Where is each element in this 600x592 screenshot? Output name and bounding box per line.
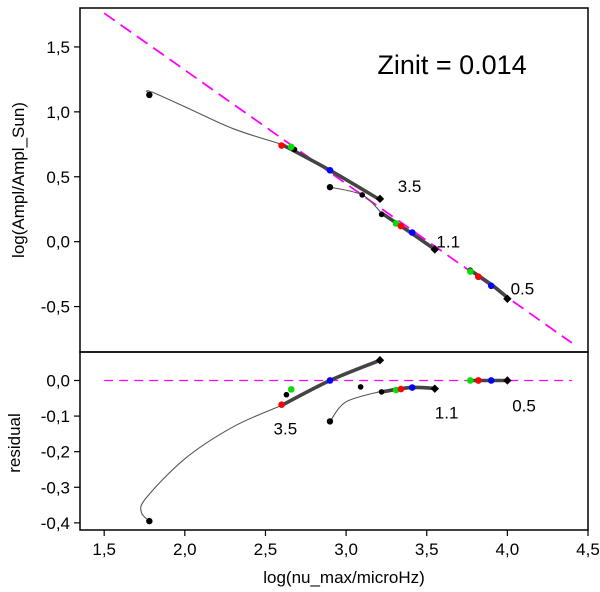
x-tick-label: 4,0 <box>496 540 520 559</box>
top-y-tick-label: 1,0 <box>46 103 70 122</box>
top-track-3-5-end-dot <box>146 91 153 99</box>
top-track-1-1-blue-point <box>408 229 416 236</box>
top-track-3-5-green-point <box>287 143 295 151</box>
top-track-1-1-thick-line <box>379 211 437 252</box>
bottom-y-tick-label: -0,1 <box>41 407 70 426</box>
top-track-1-1-green-point <box>392 220 400 227</box>
bottom-y-axis-label: residual <box>5 413 24 473</box>
x-tick-label: 2,0 <box>173 540 197 559</box>
bottom-track-0-5-start-diamond <box>503 376 512 385</box>
bottom-track-0-5-red-point <box>475 377 482 384</box>
top-track-0-5-green-point <box>466 268 474 275</box>
top-y-tick-label: 0,0 <box>46 233 70 252</box>
bottom-y-tick-label: -0,3 <box>41 478 70 497</box>
bottom-track-1-1-thin-line <box>329 390 382 422</box>
bottom-track-1-1-label: 1.1 <box>435 404 459 423</box>
bottom-y-tick-label: -0,4 <box>41 514 70 533</box>
bottom-track-3-5-label: 3.5 <box>274 420 298 439</box>
top-y-axis-label: log(Ampl/Ampl_Sun) <box>9 102 28 258</box>
x-tick-label: 1,5 <box>92 540 116 559</box>
bottom-track-0-5-blue-point <box>487 377 495 384</box>
x-axis-label: log(nu_max/microHz) <box>263 568 425 587</box>
x-tick-label: 4,5 <box>576 540 600 559</box>
x-tick-label: 3,0 <box>334 540 358 559</box>
zinit-annotation: Zinit = 0.014 <box>377 50 526 80</box>
top-track-0-5-start-diamond <box>503 294 512 303</box>
bottom-track-0-5-label: 0.5 <box>512 396 536 415</box>
bottom-track-1-1-blue-point <box>408 384 416 391</box>
bottom-y-tick-label: -0,2 <box>41 443 70 462</box>
bottom-track-3-5-start-diamond <box>375 355 385 365</box>
top-track-0-5-red-point <box>475 273 482 281</box>
top-reference-line <box>103 12 573 344</box>
bottom-track-3-5-red-point <box>278 401 285 408</box>
bottom-track-0-5-green-point <box>466 377 474 384</box>
top-track-3-5-blue-point <box>326 166 334 174</box>
top-y-tick-label: -0,5 <box>41 298 70 317</box>
top-track-0-5-blue-point <box>487 282 495 290</box>
top-track-1-1-black-point <box>359 192 366 198</box>
top-track-1-1-end-dot <box>326 183 334 191</box>
bottom-track-3-5-thin-line <box>140 404 282 522</box>
bottom-panel: 0,0 -0,1 -0,2 -0,3 -0,4 3.5 1.1 0.5 <box>41 351 589 533</box>
bottom-track-1-1-red-point <box>397 385 405 393</box>
top-track-1-1-red-point <box>397 222 405 230</box>
top-track-1-1-label: 1.1 <box>436 233 460 252</box>
bottom-track-3-5-green-point <box>287 386 295 393</box>
x-tick-label: 2,5 <box>254 540 278 559</box>
top-track-1-1-black-point <box>378 211 385 218</box>
top-panel: 1,5 1,0 0,5 0,0 -0,5 3.5 1.1 0.5 <box>41 7 589 353</box>
top-track-3-5-thin-line <box>146 90 282 145</box>
top-track-0-5-label: 0.5 <box>511 279 535 298</box>
bottom-track-3-5-end-dot <box>146 517 153 525</box>
bottom-track-3-5-blue-point <box>326 377 334 384</box>
top-y-tick-label: 1,5 <box>46 38 70 57</box>
bottom-frame <box>79 351 589 531</box>
bottom-track-1-1-start-diamond <box>430 384 439 393</box>
bottom-y-tick-label: 0,0 <box>46 371 70 390</box>
bottom-track-1-1-black-point <box>357 384 364 390</box>
top-track-1-1-start-diamond <box>430 245 439 254</box>
bottom-track-3-5-black-point <box>283 391 290 398</box>
bottom-track-1-1-end-dot <box>326 418 334 425</box>
x-axis: 1,5 2,0 2,5 3,0 3,5 4,0 4,5 <box>92 530 600 559</box>
x-tick-label: 3,5 <box>415 540 439 559</box>
top-y-tick-label: 0,5 <box>46 168 70 187</box>
bottom-track-1-1-black-point <box>378 389 385 395</box>
top-track-3-5-label: 3.5 <box>398 177 422 196</box>
bottom-track-1-1-thick-line <box>379 385 437 394</box>
top-track-3-5-start-diamond <box>375 194 385 204</box>
top-track-3-5-red-point <box>278 142 285 149</box>
